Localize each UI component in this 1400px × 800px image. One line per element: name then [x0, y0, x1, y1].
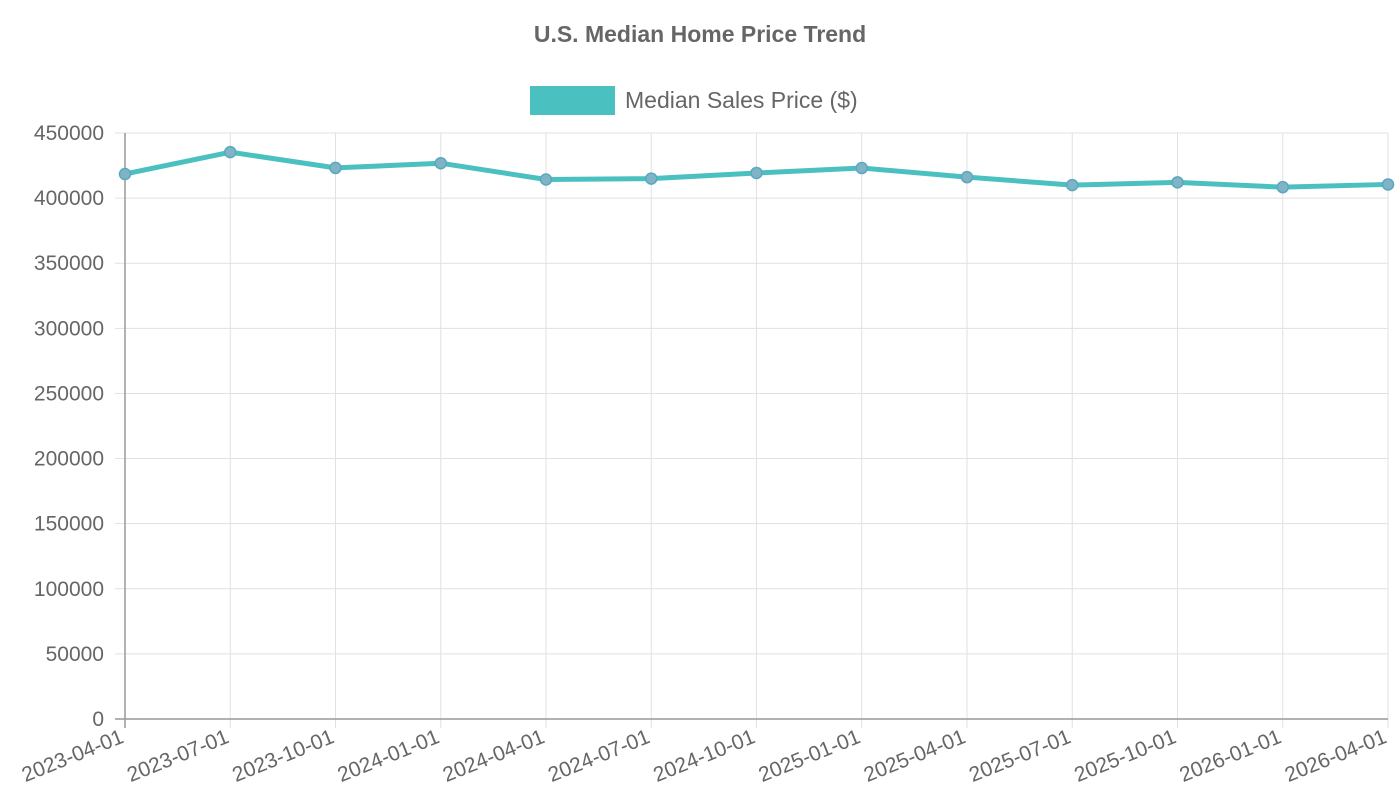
x-tick-label: 2025-10-01: [1071, 725, 1179, 787]
legend-label: Median Sales Price ($): [625, 87, 858, 113]
x-tick-label: 2026-01-01: [1176, 725, 1284, 787]
series-group: [118, 145, 1395, 194]
legend[interactable]: Median Sales Price ($): [530, 86, 858, 115]
x-tick-label: 2023-10-01: [229, 725, 337, 787]
chart-title: U.S. Median Home Price Trend: [534, 21, 866, 47]
data-point[interactable]: [960, 170, 974, 184]
data-point[interactable]: [1276, 180, 1289, 194]
y-axis-ticks: 0 50000 100000 150000 200000 250000 300000 3500…: [34, 122, 104, 731]
y-tick-label: 0: [92, 708, 104, 731]
y-tick-label: 150000: [34, 513, 104, 536]
grid: [115, 132, 1389, 728]
data-point[interactable]: [1171, 176, 1184, 189]
x-tick-label: 2024-07-01: [545, 725, 653, 787]
y-tick-label: 250000: [34, 382, 104, 405]
data-point[interactable]: [645, 172, 658, 185]
y-tick-label: 50000: [46, 643, 104, 666]
data-point[interactable]: [855, 161, 868, 175]
legend-swatch: [530, 86, 615, 115]
x-tick-label: 2023-07-01: [124, 725, 232, 787]
data-point[interactable]: [118, 167, 132, 181]
x-tick-label: 2025-07-01: [966, 725, 1074, 787]
x-tick-label: 2023-04-01: [19, 725, 127, 787]
data-point[interactable]: [750, 166, 763, 180]
x-tick-label: 2024-01-01: [334, 725, 442, 787]
data-point[interactable]: [434, 156, 447, 170]
x-tick-label: 2024-10-01: [650, 725, 758, 787]
x-tick-label: 2025-01-01: [755, 725, 863, 787]
y-tick-label: 100000: [34, 578, 104, 601]
data-point[interactable]: [224, 145, 237, 159]
y-tick-label: 200000: [34, 448, 104, 471]
data-point[interactable]: [1066, 178, 1079, 192]
data-point[interactable]: [1381, 178, 1395, 191]
y-tick-label: 350000: [34, 252, 104, 275]
x-axis-ticks: 2023-04-012023-07-012023-10-012024-01-01…: [19, 725, 1390, 787]
x-tick-label: 2024-04-01: [440, 725, 548, 787]
data-point[interactable]: [329, 161, 342, 175]
y-tick-label: 400000: [34, 187, 104, 210]
data-point[interactable]: [539, 173, 553, 186]
axes: [115, 133, 1388, 728]
x-tick-label: 2025-04-01: [861, 725, 969, 787]
y-tick-label: 450000: [34, 122, 104, 145]
y-tick-label: 300000: [34, 317, 104, 340]
x-tick-label: 2026-04-01: [1282, 725, 1390, 787]
